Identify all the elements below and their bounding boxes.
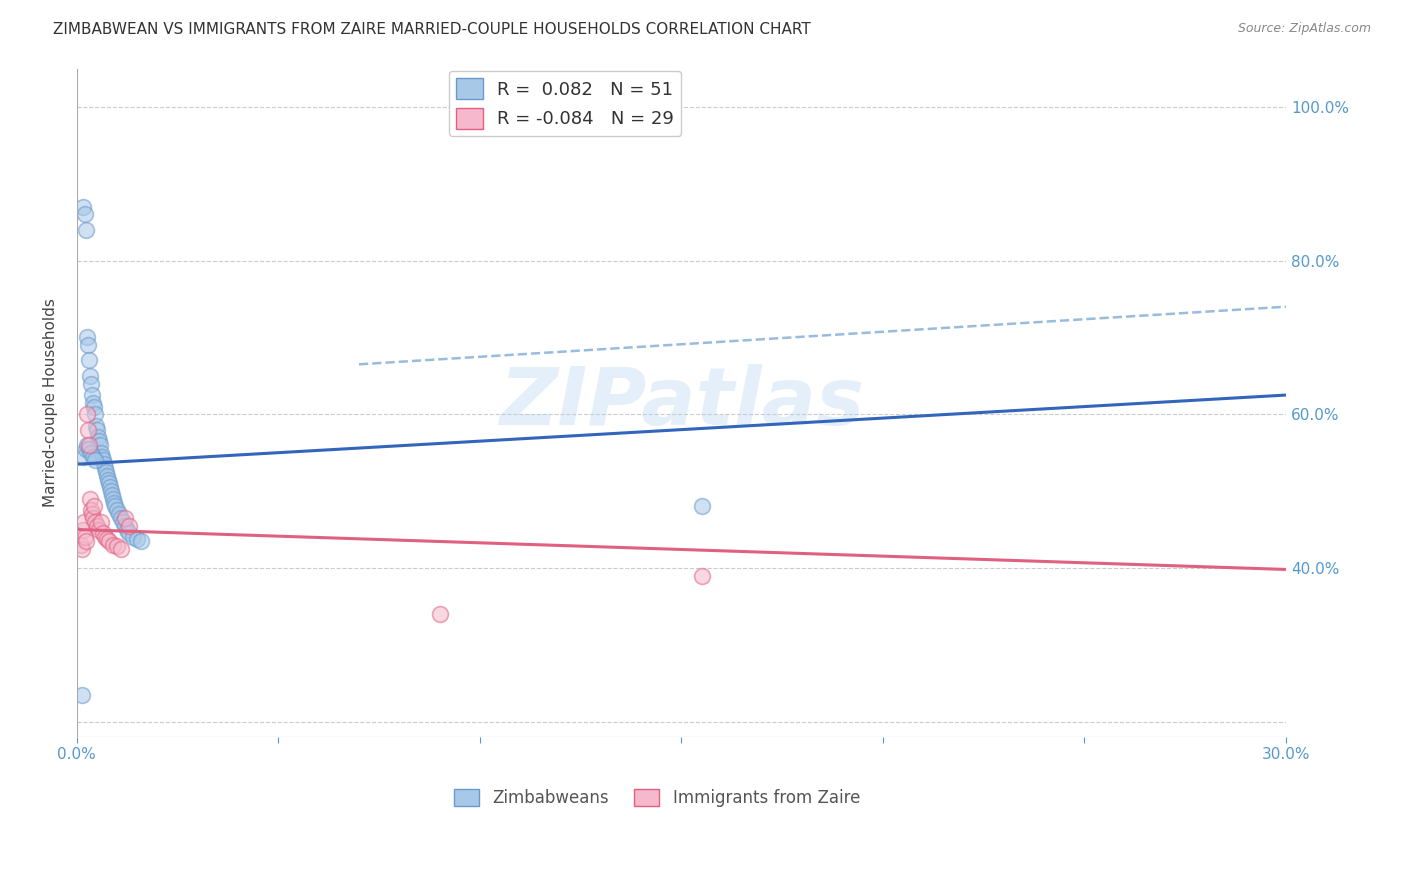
Point <box>91 526 114 541</box>
Point <box>77 438 100 452</box>
Point <box>75 223 97 237</box>
Point <box>73 450 96 464</box>
Point <box>131 534 153 549</box>
Point <box>82 395 104 409</box>
Point <box>114 518 136 533</box>
Point <box>96 532 118 546</box>
Point <box>83 400 105 414</box>
Point <box>80 503 103 517</box>
Point <box>83 500 105 514</box>
Point <box>690 568 713 582</box>
Point <box>77 423 100 437</box>
Point <box>108 507 131 521</box>
Point <box>104 500 127 514</box>
Point <box>84 453 107 467</box>
Point <box>93 457 115 471</box>
Point <box>101 538 124 552</box>
Point <box>98 534 121 549</box>
Point <box>91 453 114 467</box>
Point <box>94 530 117 544</box>
Point <box>72 523 94 537</box>
Point <box>75 534 97 549</box>
Point <box>84 418 107 433</box>
Point <box>98 480 121 494</box>
Point <box>90 450 112 464</box>
Point <box>122 530 145 544</box>
Point <box>86 518 108 533</box>
Point <box>90 515 112 529</box>
Point <box>82 507 104 521</box>
Point <box>690 500 713 514</box>
Point <box>70 538 93 552</box>
Point <box>77 353 100 368</box>
Point <box>112 515 135 529</box>
Point <box>76 438 98 452</box>
Point <box>82 511 104 525</box>
Point <box>82 388 104 402</box>
Point <box>87 430 110 444</box>
Point <box>80 445 103 459</box>
Point <box>117 523 139 537</box>
Point <box>105 540 128 554</box>
Point <box>73 207 96 221</box>
Point <box>77 338 100 352</box>
Point <box>87 523 110 537</box>
Point <box>86 423 108 437</box>
Point <box>127 532 149 546</box>
Point <box>101 488 124 502</box>
Legend: Zimbabweans, Immigrants from Zaire: Zimbabweans, Immigrants from Zaire <box>447 782 866 814</box>
Text: ZIMBABWEAN VS IMMIGRANTS FROM ZAIRE MARRIED-COUPLE HOUSEHOLDS CORRELATION CHART: ZIMBABWEAN VS IMMIGRANTS FROM ZAIRE MARR… <box>53 22 811 37</box>
Point <box>84 407 107 421</box>
Point <box>73 515 96 529</box>
Point <box>110 541 132 556</box>
Y-axis label: Married-couple Households: Married-couple Households <box>44 298 58 508</box>
Point <box>90 445 112 459</box>
Point <box>110 511 132 525</box>
Point <box>100 484 122 499</box>
Point <box>97 473 120 487</box>
Point <box>77 442 100 456</box>
Point <box>101 491 124 506</box>
Point <box>76 407 98 421</box>
Point <box>89 438 111 452</box>
Point <box>73 530 96 544</box>
Point <box>70 541 93 556</box>
Point <box>76 330 98 344</box>
Point <box>80 376 103 391</box>
Point <box>118 518 141 533</box>
Point <box>103 495 125 509</box>
Point <box>84 515 107 529</box>
Point <box>82 450 104 464</box>
Point <box>70 688 93 702</box>
Point <box>75 442 97 456</box>
Point <box>94 461 117 475</box>
Point <box>429 607 451 621</box>
Text: Source: ZipAtlas.com: Source: ZipAtlas.com <box>1237 22 1371 36</box>
Point <box>79 368 101 383</box>
Point <box>87 434 110 449</box>
Text: ZIPatlas: ZIPatlas <box>499 364 863 442</box>
Point <box>118 526 141 541</box>
Point <box>98 476 121 491</box>
Point <box>94 465 117 479</box>
Point <box>114 511 136 525</box>
Point <box>105 503 128 517</box>
Point <box>96 468 118 483</box>
Point <box>72 200 94 214</box>
Point <box>79 491 101 506</box>
